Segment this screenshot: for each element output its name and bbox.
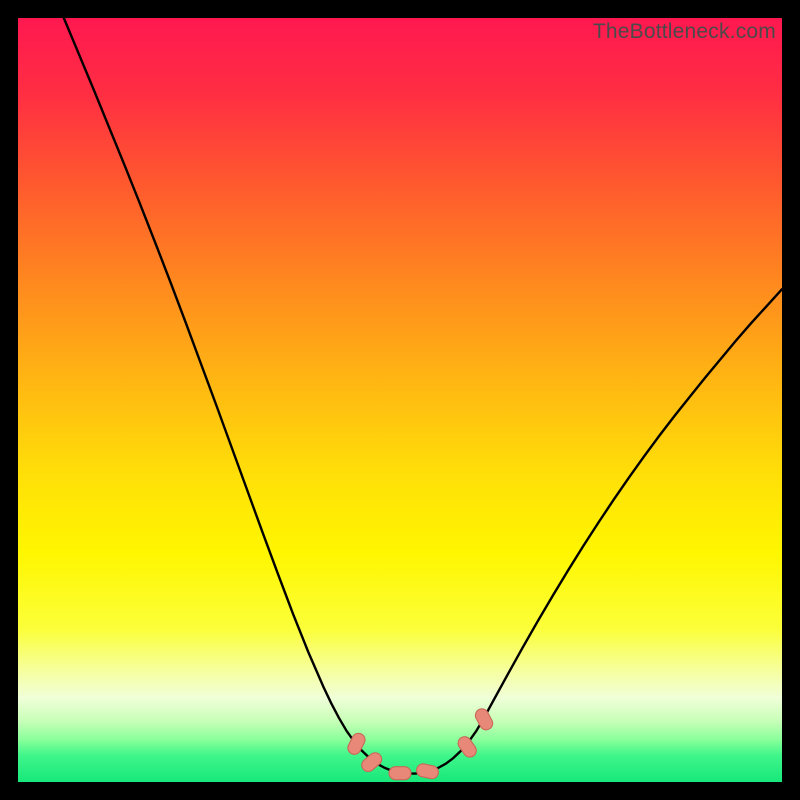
curve-marker — [389, 767, 411, 780]
curve-marker — [473, 707, 495, 733]
curve-layer — [18, 18, 782, 782]
plot-area — [18, 18, 782, 782]
curve-marker — [359, 750, 384, 774]
curve-marker — [456, 734, 479, 759]
bottleneck-curve — [64, 18, 782, 774]
curve-marker — [415, 763, 439, 780]
watermark-text: TheBottleneck.com — [593, 20, 776, 44]
